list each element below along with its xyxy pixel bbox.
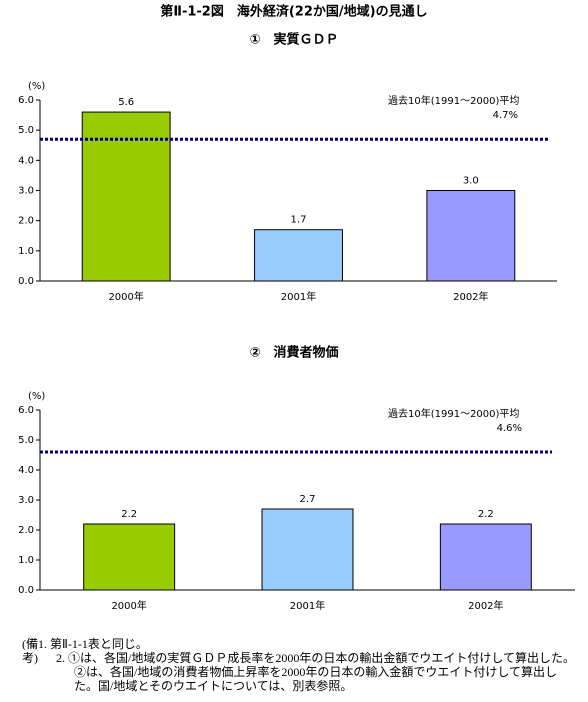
chart-title: ① 実質ＧＤＰ	[249, 32, 338, 48]
y-tick-label: 4.0	[18, 465, 34, 476]
y-tick-label: 1.0	[18, 246, 34, 257]
y-tick-label: 5.0	[18, 125, 34, 136]
x-tick-label: 2002年	[453, 290, 488, 303]
y-tick-label: 3.0	[18, 186, 34, 197]
bar	[439, 523, 532, 591]
y-axis-label: (%)	[28, 81, 45, 92]
y-tick-label: 6.0	[18, 405, 34, 416]
note: 2. ①は、各国/地域の実質ＧＤＰ成長率を2000年の日本の輸出金額でウエイト付…	[56, 651, 575, 693]
bar	[261, 508, 354, 591]
x-tick-label: 2002年	[468, 599, 503, 612]
y-tick-label: 3.0	[18, 495, 34, 506]
data-label: 1.7	[291, 215, 307, 226]
chart-title: ② 消費者物価	[249, 345, 338, 361]
bar	[426, 190, 516, 282]
y-tick-label: 0.0	[18, 276, 34, 287]
y-tick-label: 6.0	[18, 95, 34, 106]
x-tick-label: 2000年	[108, 290, 143, 303]
y-tick-label: 4.0	[18, 155, 34, 166]
bar	[81, 111, 171, 282]
y-axis-label: (%)	[28, 391, 45, 402]
data-label: 5.6	[118, 97, 134, 108]
average-label: 過去10年(1991～2000)平均	[388, 407, 519, 420]
data-label: 2.7	[300, 494, 316, 505]
data-label: 2.2	[478, 509, 494, 520]
figure: 第Ⅱ-1-2図 海外経済(22か国/地域)の見通し ① 実質ＧＤＰ (%) 0.0 1…	[18, 4, 575, 612]
notes-heading: (備考)	[22, 637, 38, 665]
notes: (備考) 1. 第Ⅱ-1-1表と同じ。 2. ①は、各国/地域の実質ＧＤＰ成長率…	[22, 637, 578, 693]
note: 1. 第Ⅱ-1-1表と同じ。	[38, 637, 148, 651]
bar	[83, 523, 176, 591]
bar	[254, 229, 343, 282]
figure-title: 第Ⅱ-1-2図 海外経済(22か国/地域)の見通し	[160, 4, 427, 20]
data-label: 2.2	[121, 509, 137, 520]
notes-list: 1. 第Ⅱ-1-1表と同じ。 2. ①は、各国/地域の実質ＧＤＰ成長率を2000…	[38, 637, 578, 693]
y-tick-label: 2.0	[18, 216, 34, 227]
y-tick-label: 2.0	[18, 525, 34, 536]
x-tick-label: 2001年	[281, 290, 316, 303]
average-value: 4.7%	[493, 110, 518, 121]
y-tick-label: 1.0	[18, 555, 34, 566]
y-tick-label: 0.0	[18, 585, 34, 596]
average-label: 過去10年(1991～2000)平均	[388, 94, 519, 107]
average-value: 4.6%	[497, 423, 522, 434]
x-tick-label: 2000年	[111, 599, 146, 612]
y-tick-label: 5.0	[18, 435, 34, 446]
x-tick-label: 2001年	[290, 599, 325, 612]
data-label: 3.0	[463, 176, 479, 187]
